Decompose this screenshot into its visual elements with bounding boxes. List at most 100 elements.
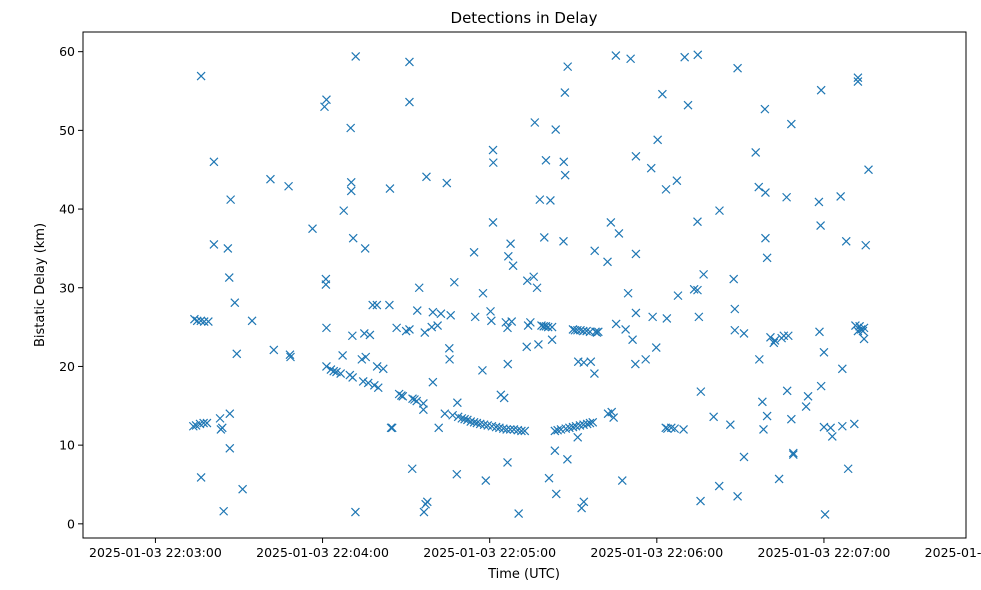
data-point	[541, 155, 551, 165]
data-point	[460, 414, 470, 424]
data-point	[696, 496, 705, 506]
data-point	[224, 273, 234, 282]
data-point	[361, 352, 371, 362]
data-point	[579, 497, 589, 507]
data-point	[346, 186, 356, 196]
data-point	[843, 464, 853, 474]
data-point	[837, 421, 847, 431]
data-point	[683, 100, 693, 110]
data-point	[372, 300, 382, 310]
data-point	[358, 376, 368, 386]
data-point	[363, 378, 373, 388]
data-point	[520, 426, 530, 436]
data-point	[339, 206, 349, 216]
data-point	[522, 276, 532, 286]
data-point	[338, 351, 348, 360]
data-point	[568, 422, 578, 432]
data-point	[419, 507, 429, 517]
data-point	[774, 474, 784, 484]
data-point	[470, 312, 480, 322]
data-point	[440, 409, 450, 419]
x-tick-label: 2025-01-03 22:05:00	[423, 545, 556, 560]
data-point	[359, 328, 369, 338]
y-tick-label: 30	[59, 280, 75, 295]
data-point	[434, 423, 444, 433]
data-point	[478, 288, 488, 298]
data-point	[614, 229, 624, 238]
data-point	[770, 336, 780, 345]
data-point	[329, 366, 339, 376]
data-point	[861, 240, 871, 250]
data-point	[373, 383, 383, 393]
data-point	[418, 399, 428, 408]
data-point	[815, 327, 824, 337]
data-point	[534, 339, 543, 349]
data-point	[585, 418, 595, 428]
data-point	[427, 322, 437, 332]
data-point	[445, 354, 454, 364]
data-point	[757, 397, 767, 407]
x-tick-label: 2025-01-03 22:04:00	[256, 545, 389, 560]
x-tick-label: 2025-01-03 22:08:00	[925, 545, 981, 560]
data-point	[505, 424, 515, 434]
data-point	[321, 280, 331, 290]
data-point	[326, 365, 336, 375]
data-point	[226, 195, 236, 205]
x-tick-label: 2025-01-03 22:03:00	[89, 545, 222, 560]
data-point	[514, 509, 524, 519]
data-point	[378, 364, 388, 374]
data-point	[347, 331, 357, 341]
data-point	[196, 316, 206, 326]
data-point	[864, 165, 873, 175]
data-point	[626, 54, 636, 64]
data-point	[469, 247, 479, 257]
data-point	[285, 350, 295, 360]
data-point	[522, 342, 532, 352]
data-point	[266, 174, 275, 184]
data-point	[739, 452, 749, 462]
data-point	[611, 319, 621, 329]
data-point	[545, 195, 555, 205]
data-point	[503, 458, 512, 467]
data-point	[560, 88, 570, 98]
data-point	[575, 421, 585, 430]
data-point	[436, 309, 446, 319]
data-point	[418, 405, 428, 415]
y-tick-label: 0	[67, 516, 75, 531]
data-point	[199, 418, 209, 428]
plot-frame	[82, 31, 967, 539]
data-point	[751, 147, 761, 157]
data-point	[502, 424, 512, 434]
data-point	[547, 322, 557, 332]
data-point	[529, 272, 539, 282]
data-point	[709, 412, 719, 422]
data-point	[769, 338, 779, 348]
y-tick-label: 10	[59, 438, 75, 453]
data-point	[209, 157, 219, 167]
data-point	[630, 359, 640, 369]
data-point	[617, 476, 627, 485]
data-point	[786, 119, 796, 129]
data-point	[360, 243, 370, 253]
data-point	[405, 57, 414, 67]
data-point	[611, 51, 621, 61]
data-point	[670, 424, 680, 434]
data-point	[631, 249, 641, 259]
data-point	[801, 402, 811, 412]
data-point	[820, 509, 830, 519]
data-point	[322, 362, 331, 371]
data-point	[623, 288, 633, 298]
data-point	[219, 506, 229, 516]
y-tick-label: 40	[59, 202, 75, 217]
data-point	[407, 464, 417, 474]
data-point	[606, 218, 616, 227]
data-point	[696, 387, 706, 397]
data-point	[562, 454, 572, 464]
data-point	[853, 77, 863, 87]
data-point	[199, 317, 209, 327]
data-point	[217, 423, 227, 433]
data-point	[507, 317, 517, 327]
data-point	[582, 419, 592, 429]
